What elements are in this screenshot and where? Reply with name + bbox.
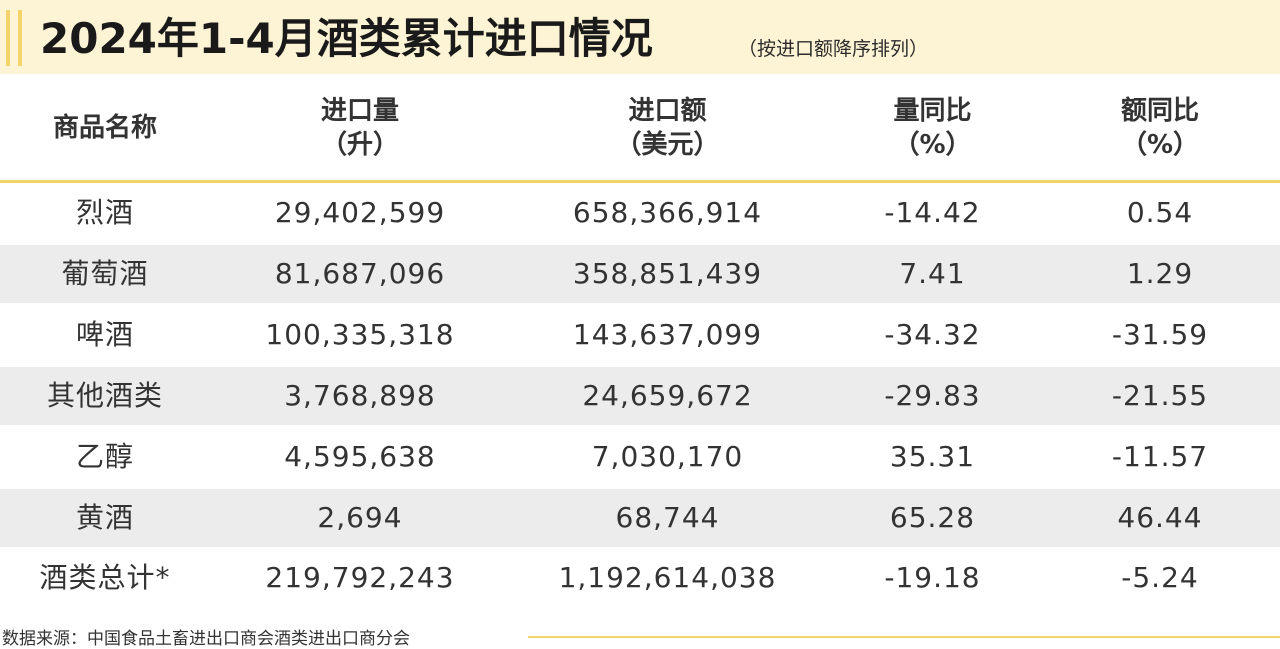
header-divider xyxy=(0,180,1280,183)
cell-product: 酒类总计* xyxy=(39,561,171,594)
table-row: 其他酒类 3,768,898 24,659,672 -29.83 -21.55 xyxy=(0,367,1280,425)
title-bar: 2024年1-4月酒类累计进口情况 （按进口额降序排列） xyxy=(0,0,1280,74)
header-unit: （升） xyxy=(320,130,399,160)
cell-value-yoy: 1.29 xyxy=(1126,257,1194,290)
cell-product: 乙醇 xyxy=(75,440,134,473)
cell-value-yoy: -11.57 xyxy=(1111,440,1209,473)
header-value-yoy: 额同比 （%） xyxy=(1040,76,1280,180)
header-unit: （%） xyxy=(1120,130,1200,160)
cell-value: 143,637,099 xyxy=(572,318,763,351)
cell-volume: 81,687,096 xyxy=(274,257,446,290)
table-row: 黄酒 2,694 68,744 65.28 46.44 xyxy=(0,489,1280,547)
cell-volume-yoy: 7.41 xyxy=(899,257,966,290)
title-accent-bar xyxy=(6,10,10,66)
cell-volume: 3,768,898 xyxy=(284,379,436,412)
cell-value: 24,659,672 xyxy=(582,379,753,412)
cell-volume: 219,792,243 xyxy=(265,561,455,594)
sort-note: （按进口额降序排列） xyxy=(738,38,929,60)
header-import-value: 进口额 （美元） xyxy=(510,76,825,180)
cell-value-yoy: 0.54 xyxy=(1126,196,1194,229)
cell-volume-yoy: 65.28 xyxy=(889,501,976,534)
cell-value: 1,192,614,038 xyxy=(558,561,777,594)
cell-volume: 29,402,599 xyxy=(274,196,446,229)
header-label: 进口量 xyxy=(320,96,399,126)
cell-value: 68,744 xyxy=(615,501,720,534)
table-row: 烈酒 29,402,599 658,366,914 -14.42 0.54 xyxy=(0,184,1280,242)
table-row-total: 酒类总计* 219,792,243 1,192,614,038 -19.18 -… xyxy=(0,549,1280,607)
header-unit: （美元） xyxy=(615,130,720,160)
table-row: 啤酒 100,335,318 143,637,099 -34.32 -31.59 xyxy=(0,306,1280,364)
header-product-name: 商品名称 xyxy=(0,76,210,180)
cell-value-yoy: -31.59 xyxy=(1111,318,1209,351)
header-unit: （%） xyxy=(893,130,972,160)
header-volume-yoy: 量同比 （%） xyxy=(825,76,1040,180)
cell-volume-yoy: -29.83 xyxy=(884,379,981,412)
header-import-volume: 进口量 （升） xyxy=(210,76,510,180)
cell-value: 7,030,170 xyxy=(591,440,744,473)
header-label: 进口额 xyxy=(628,96,707,126)
cell-volume: 100,335,318 xyxy=(265,318,455,351)
cell-product: 啤酒 xyxy=(75,318,134,351)
header-label: 商品名称 xyxy=(52,113,157,143)
cell-volume-yoy: -34.32 xyxy=(884,318,981,351)
cell-product: 其他酒类 xyxy=(46,379,163,412)
cell-volume: 2,694 xyxy=(317,501,403,534)
cell-volume-yoy: 35.31 xyxy=(889,440,976,473)
cell-volume-yoy: -19.18 xyxy=(884,561,981,594)
title-accent-bar xyxy=(18,10,22,66)
cell-volume-yoy: -14.42 xyxy=(884,196,981,229)
page-title: 2024年1-4月酒类累计进口情况 xyxy=(40,14,653,63)
cell-product: 葡萄酒 xyxy=(61,257,149,290)
cell-volume: 4,595,638 xyxy=(284,440,436,473)
table-row: 葡萄酒 81,687,096 358,851,439 7.41 1.29 xyxy=(0,245,1280,303)
cell-value-yoy: -5.24 xyxy=(1121,561,1199,594)
header-label: 量同比 xyxy=(893,96,972,126)
cell-product: 烈酒 xyxy=(75,196,134,229)
cell-value-yoy: 46.44 xyxy=(1117,501,1203,534)
cell-value: 358,851,439 xyxy=(572,257,763,290)
data-source-note: 数据来源：中国食品土畜进出口商会酒类进出口商分会 xyxy=(2,629,410,649)
header-label: 额同比 xyxy=(1120,96,1199,126)
table-header: 商品名称 进口量 （升） 进口额 （美元） 量同比 （%） 额同比 （%） xyxy=(0,76,1280,180)
cell-value-yoy: -21.55 xyxy=(1111,379,1209,412)
table-row: 乙醇 4,595,638 7,030,170 35.31 -11.57 xyxy=(0,428,1280,486)
cell-product: 黄酒 xyxy=(75,501,134,534)
cell-value: 658,366,914 xyxy=(572,196,763,229)
footer-divider xyxy=(528,636,1280,638)
